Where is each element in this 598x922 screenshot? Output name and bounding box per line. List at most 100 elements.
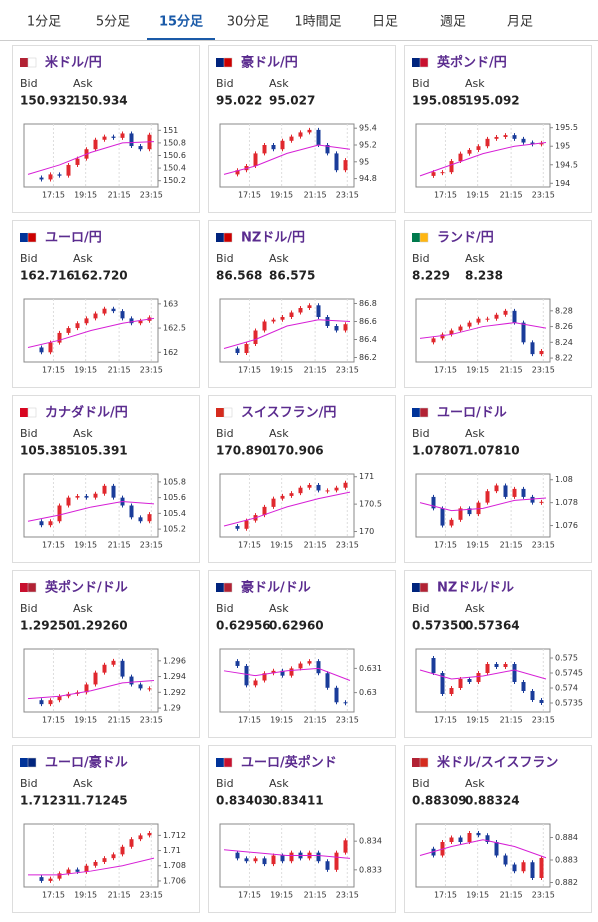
card-title[interactable]: 米ドル/スイスフラン: [437, 755, 558, 771]
bid-label: Bid: [20, 252, 38, 265]
y-tick-label: 1.076: [555, 521, 578, 530]
chart-frame: [415, 123, 551, 188]
y-tick-label: 0.882: [555, 878, 578, 887]
candle: [120, 846, 125, 855]
card-title[interactable]: 豪ドル/ドル: [241, 580, 311, 596]
candle: [431, 658, 436, 673]
candle: [494, 485, 499, 492]
card-title[interactable]: 英ポンド/円: [436, 55, 507, 71]
ask-label: Ask: [465, 77, 485, 90]
candle: [280, 140, 285, 150]
candle: [147, 833, 152, 836]
candle: [476, 318, 481, 323]
bid-label: Bid: [216, 602, 234, 615]
x-tick-label: 23:15: [532, 891, 555, 900]
candle: [120, 660, 125, 677]
card-title[interactable]: ランド/円: [437, 231, 494, 246]
candle: [253, 680, 258, 686]
tab[interactable]: 月足: [507, 15, 533, 30]
card-title[interactable]: 豪ドル/円: [241, 55, 298, 71]
tab[interactable]: 5分足: [96, 15, 130, 30]
ask-value: 95.027: [269, 94, 315, 108]
card-title[interactable]: NZドル/円: [241, 231, 305, 246]
candle: [48, 342, 53, 353]
ask-label: Ask: [269, 602, 289, 615]
ask-value: 1.07810: [465, 444, 520, 458]
flag: [20, 58, 28, 67]
x-tick-label: 19:15: [74, 716, 97, 725]
bid-value: 1.71231: [20, 794, 75, 808]
candle: [289, 493, 294, 496]
x-tick-label: 21:15: [108, 891, 131, 900]
candle: [485, 835, 490, 842]
tab[interactable]: 1分足: [27, 15, 61, 30]
candle: [334, 852, 339, 870]
candle: [129, 318, 134, 324]
y-tick-label: 105.6: [163, 493, 186, 502]
y-tick-label: 0.884: [555, 833, 578, 842]
card-title[interactable]: 英ポンド/ドル: [44, 580, 128, 596]
moving-average: [28, 857, 155, 876]
candle: [262, 858, 267, 865]
bid-value: 105.385: [20, 444, 75, 458]
card-title[interactable]: ユーロ/英ポンド: [241, 755, 337, 771]
candle: [539, 700, 544, 703]
candle: [235, 526, 240, 529]
y-tick-label: 150.8: [163, 138, 186, 147]
candle: [235, 661, 240, 666]
bid-value: 86.568: [216, 269, 262, 283]
candle: [244, 520, 249, 529]
x-tick-label: 21:15: [304, 366, 327, 375]
flag: [419, 582, 429, 593]
card-title[interactable]: スイスフラン/円: [241, 406, 336, 421]
card-title[interactable]: 米ドル/円: [45, 55, 102, 71]
chart-frame: [23, 823, 159, 888]
candle: [467, 149, 472, 154]
card-title[interactable]: NZドル/ドル: [437, 581, 514, 596]
candle: [289, 312, 294, 317]
candle: [271, 319, 276, 322]
bid-value: 95.022: [216, 94, 262, 108]
candle: [298, 663, 303, 669]
bid-label: Bid: [412, 427, 430, 440]
candle: [503, 485, 508, 497]
tab[interactable]: 週足: [440, 15, 466, 30]
candle: [102, 485, 107, 494]
y-tick-label: 94.8: [359, 174, 377, 183]
flag: [419, 232, 429, 243]
candle: [66, 497, 71, 506]
card-title[interactable]: カナダドル/円: [45, 405, 128, 421]
candle: [343, 324, 348, 331]
candle: [521, 322, 526, 343]
candle: [325, 490, 330, 492]
card-title[interactable]: ユーロ/豪ドル: [45, 755, 128, 771]
x-tick-label: 19:15: [74, 191, 97, 200]
y-tick-label: 1.078: [555, 498, 578, 507]
candle: [485, 664, 490, 673]
y-tick-label: 1.296: [163, 656, 186, 665]
candle: [235, 348, 240, 353]
tab[interactable]: 30分足: [227, 15, 270, 30]
candle: [75, 496, 80, 498]
tab[interactable]: 日足: [372, 15, 398, 30]
x-tick-label: 23:15: [140, 366, 163, 375]
candle: [271, 145, 276, 150]
tab[interactable]: 1時間足: [294, 15, 341, 30]
x-tick-label: 21:15: [500, 366, 523, 375]
bid-label: Bid: [216, 777, 234, 790]
candle: [334, 153, 339, 171]
candle: [57, 174, 62, 176]
candle: [244, 858, 249, 862]
candle: [539, 350, 544, 355]
card-title[interactable]: ユーロ/ドル: [437, 406, 507, 421]
ask-value: 150.934: [73, 94, 128, 108]
y-tick-label: 195.5: [555, 123, 578, 132]
x-tick-label: 17:15: [238, 191, 261, 200]
candle: [147, 514, 152, 522]
candle: [334, 326, 339, 331]
tab[interactable]: 15分足: [159, 14, 204, 30]
x-tick-label: 21:15: [500, 716, 523, 725]
card-title[interactable]: ユーロ/円: [45, 231, 102, 246]
x-tick-label: 19:15: [270, 716, 293, 725]
candle: [253, 858, 258, 862]
